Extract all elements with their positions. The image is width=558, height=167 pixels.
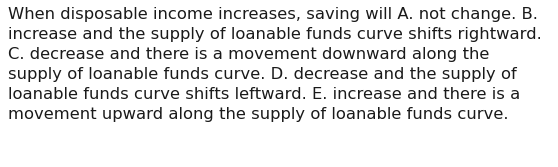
Text: When disposable income increases, saving will A. not change. B.
increase and the: When disposable income increases, saving…	[8, 7, 542, 122]
